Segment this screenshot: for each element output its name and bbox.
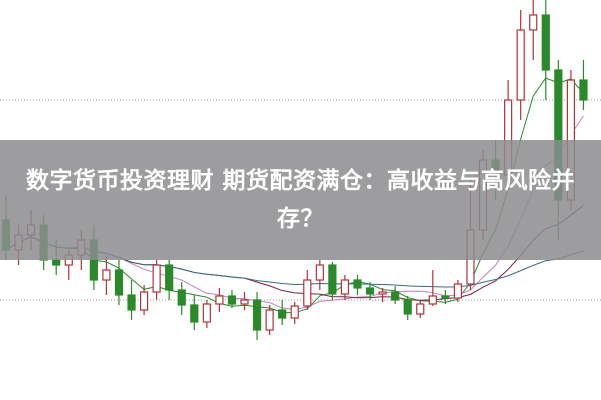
candle-up: [290, 305, 299, 319]
candle-up: [516, 29, 525, 101]
candle-up: [315, 264, 324, 281]
candle-up: [416, 303, 425, 315]
candle-up: [139, 291, 149, 311]
candle-down: [165, 264, 174, 291]
candle-up: [378, 291, 387, 295]
candle-down: [227, 295, 237, 305]
candle-down: [177, 289, 186, 306]
candle-down: [403, 299, 412, 315]
candle-down: [190, 304, 199, 323]
candle-down: [52, 259, 61, 266]
candle-down: [441, 295, 450, 299]
candle-down: [328, 264, 337, 295]
headline-banner: 数字货币投资理财 期货配资满仓：高收益与高风险并存？: [0, 140, 601, 260]
candle-up: [202, 303, 211, 323]
candle-down: [541, 14, 550, 71]
candle-up: [529, 14, 538, 31]
candle-down: [579, 79, 588, 101]
candle-down: [114, 269, 124, 296]
candle-down: [365, 287, 375, 295]
candle-down: [278, 309, 287, 319]
headline-title: 数字货币投资理财 期货配资满仓：高收益与高风险并存？: [25, 168, 575, 232]
candle-up: [215, 295, 224, 305]
candle-up: [240, 299, 249, 305]
candle-down: [252, 299, 262, 331]
candle-down: [127, 294, 136, 311]
candle-up: [340, 279, 350, 295]
candle-up: [428, 295, 437, 305]
candle-down: [391, 291, 400, 301]
candle-up: [102, 269, 111, 281]
candle-up: [453, 283, 463, 299]
candle-up: [152, 264, 161, 293]
candle-up: [303, 279, 312, 307]
candle-down: [353, 279, 362, 289]
candle-up: [265, 309, 274, 331]
